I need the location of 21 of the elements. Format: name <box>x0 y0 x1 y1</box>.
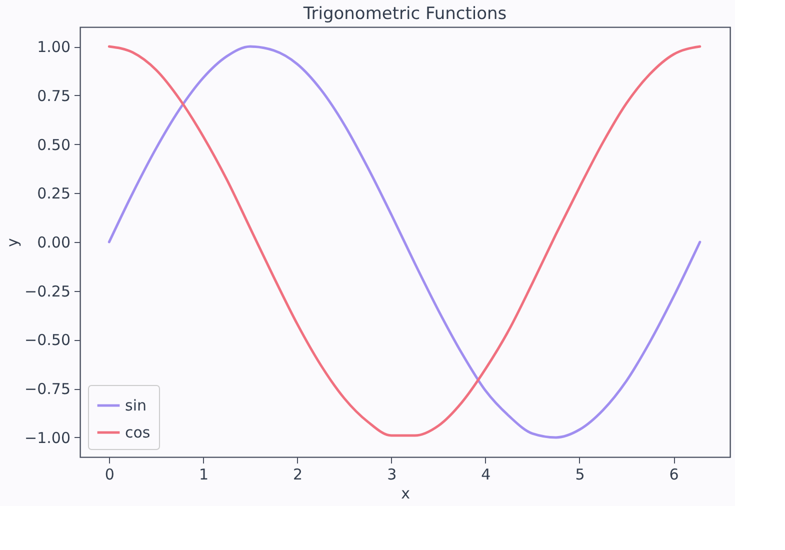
y-tick-label: 0.50 <box>37 136 70 154</box>
x-tick-label: 3 <box>387 466 397 484</box>
legend-label: cos <box>125 424 150 442</box>
x-tick-label: 6 <box>669 466 679 484</box>
y-tick-label: −1.00 <box>24 428 70 447</box>
x-tick-label: 4 <box>481 466 491 484</box>
y-tick-label: 0.75 <box>37 86 70 105</box>
y-tick-label: 1.00 <box>37 38 70 56</box>
x-axis-title: x <box>401 484 410 502</box>
y-tick-label: −0.50 <box>24 331 70 350</box>
y-tick-label: 0.00 <box>37 234 70 252</box>
y-tick-label: 0.25 <box>37 184 70 203</box>
x-tick-label: 0 <box>104 466 114 484</box>
x-tick-label: 2 <box>293 466 303 484</box>
x-tick-label: 5 <box>575 466 585 484</box>
y-axis-title: y <box>4 238 22 247</box>
y-tick-label: −0.75 <box>24 380 70 398</box>
chart-title: Trigonometric Functions <box>302 4 507 24</box>
x-tick-label: 1 <box>198 466 208 484</box>
y-tick-label: −0.25 <box>24 282 70 300</box>
legend-label: sin <box>125 396 146 414</box>
